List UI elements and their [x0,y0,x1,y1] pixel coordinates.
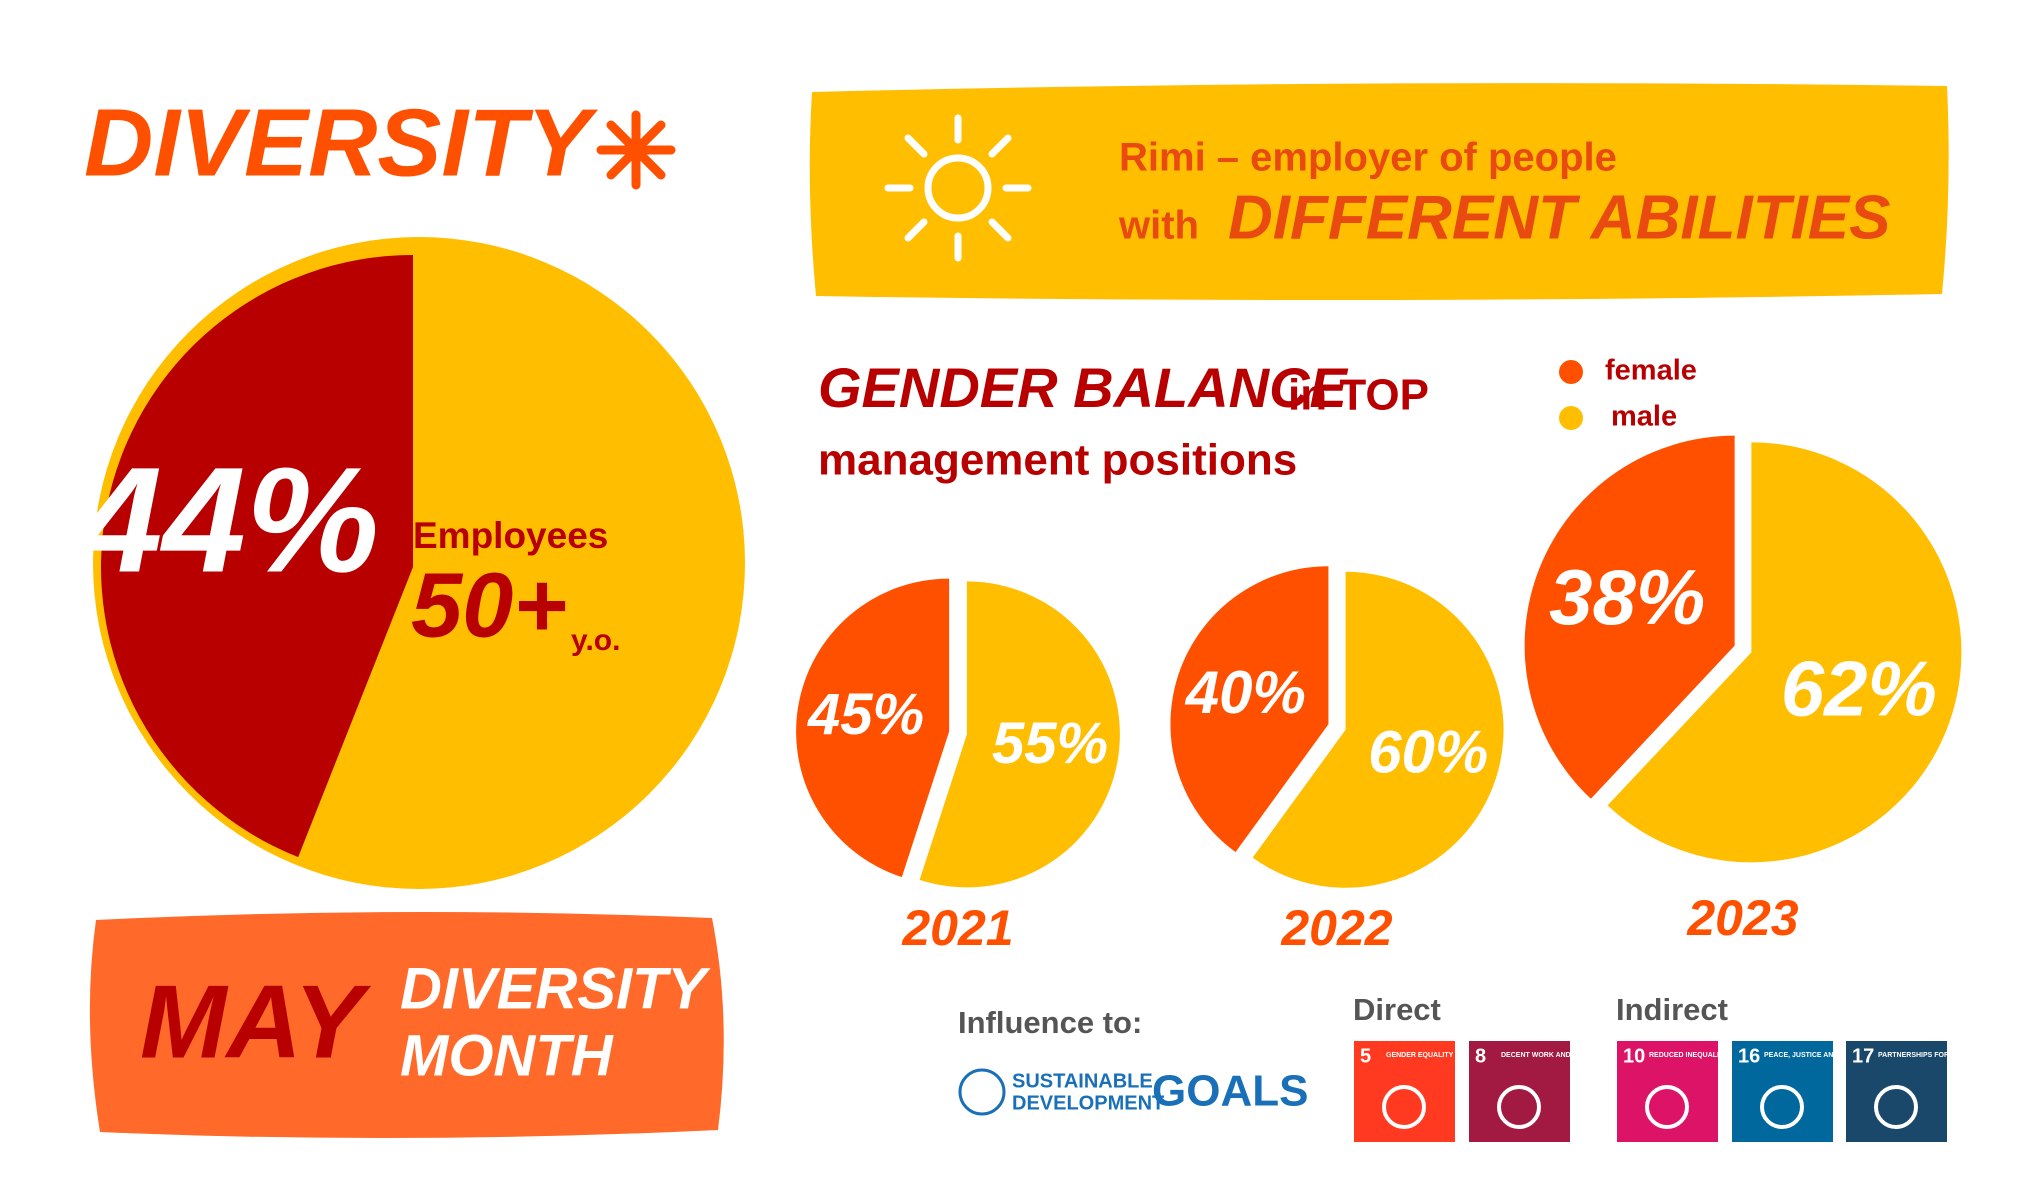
sdg-text: DECENT WORK AND ECONOMIC GROWTH [1501,1052,1645,1059]
sdg-number: 17 [1852,1045,1874,1067]
direct-label: Direct [1353,992,1441,1027]
sdg-number: 16 [1738,1045,1760,1067]
month-box [89,911,724,1139]
sdg-number: 8 [1475,1045,1486,1067]
pie-caption: Employees [413,515,608,556]
sdg-icon [1382,1085,1426,1129]
sdg-text: PEACE, JUSTICE AND STRONG INSTITUTIONS [1764,1052,1921,1059]
pie-value-label: 62% [1781,644,1937,732]
pie-slice [1170,566,1329,853]
sdg-number: 5 [1360,1045,1371,1067]
pie-value-label: 55% [992,711,1108,776]
section-title: GENDER BALANCE [818,356,1349,419]
banner-text: with [1118,204,1199,248]
sdg-icon [1645,1085,1689,1129]
section-subtitle: management positions [818,436,1297,485]
pie-slice [101,255,413,858]
pie-value-label: 38% [1549,553,1705,641]
pie-year: 2021 [901,900,1013,956]
pie-value-label: 60% [1368,718,1488,785]
banner-text: Rimi – employer of people [1119,136,1617,180]
sdg-text: GENDER EQUALITY [1386,1052,1454,1059]
pie-slice [919,581,1120,888]
legend-swatch [1559,406,1583,430]
sdg-icon [1497,1085,1541,1129]
pie-caption-big: 50+ [411,554,567,656]
sdg-logo: DEVELOPMENT [1012,1092,1164,1114]
pie-year: 2023 [1686,890,1798,946]
pie-value-label: 45% [807,682,924,747]
sdg-logo: SUSTAINABLE [1012,1070,1153,1092]
legend: female male [1559,355,1697,433]
indirect-label: Indirect [1616,992,1728,1027]
pie-year: 2022 [1280,900,1392,956]
influence-label: Influence to: [958,1005,1142,1040]
pie-slice [796,578,950,878]
pie-slice [1524,435,1735,799]
sdg-icon [1760,1085,1804,1129]
sdg-text: PARTNERSHIPS FOR THE GOALS [1878,1052,1992,1059]
banner-highlight: DIFFERENT ABILITIES [1228,183,1890,252]
legend-label: female [1605,355,1697,387]
pie-caption-unit: y.o. [571,624,620,657]
pie-value-label: 44% [76,436,379,604]
banner [809,83,1949,301]
pie-slice [1252,571,1504,888]
sdg-icon [1874,1085,1918,1129]
sdg-logo: GOALS [1152,1067,1308,1116]
month-text: MONTH [400,1023,614,1088]
legend-label: male [1611,401,1677,433]
month-text: DIVERSITY [400,956,711,1021]
section-title: in TOP [1288,371,1429,420]
asterisk [596,110,676,190]
un-emblem [958,1068,1006,1116]
month-name: MAY [140,964,372,1080]
pie-value-label: 40% [1185,659,1306,726]
page-title: DIVERSITY [84,89,599,196]
legend-swatch [1559,360,1583,384]
sdg-tiles: 5 GENDER EQUALITY 8 DECENT WORK AND ECONOMI… [1354,1041,1992,1142]
sdg-number: 10 [1623,1045,1645,1067]
sun-icon [884,114,1032,262]
sdg-text: REDUCED INEQUALITIES [1649,1052,1735,1059]
pie-slice [1607,442,1962,863]
